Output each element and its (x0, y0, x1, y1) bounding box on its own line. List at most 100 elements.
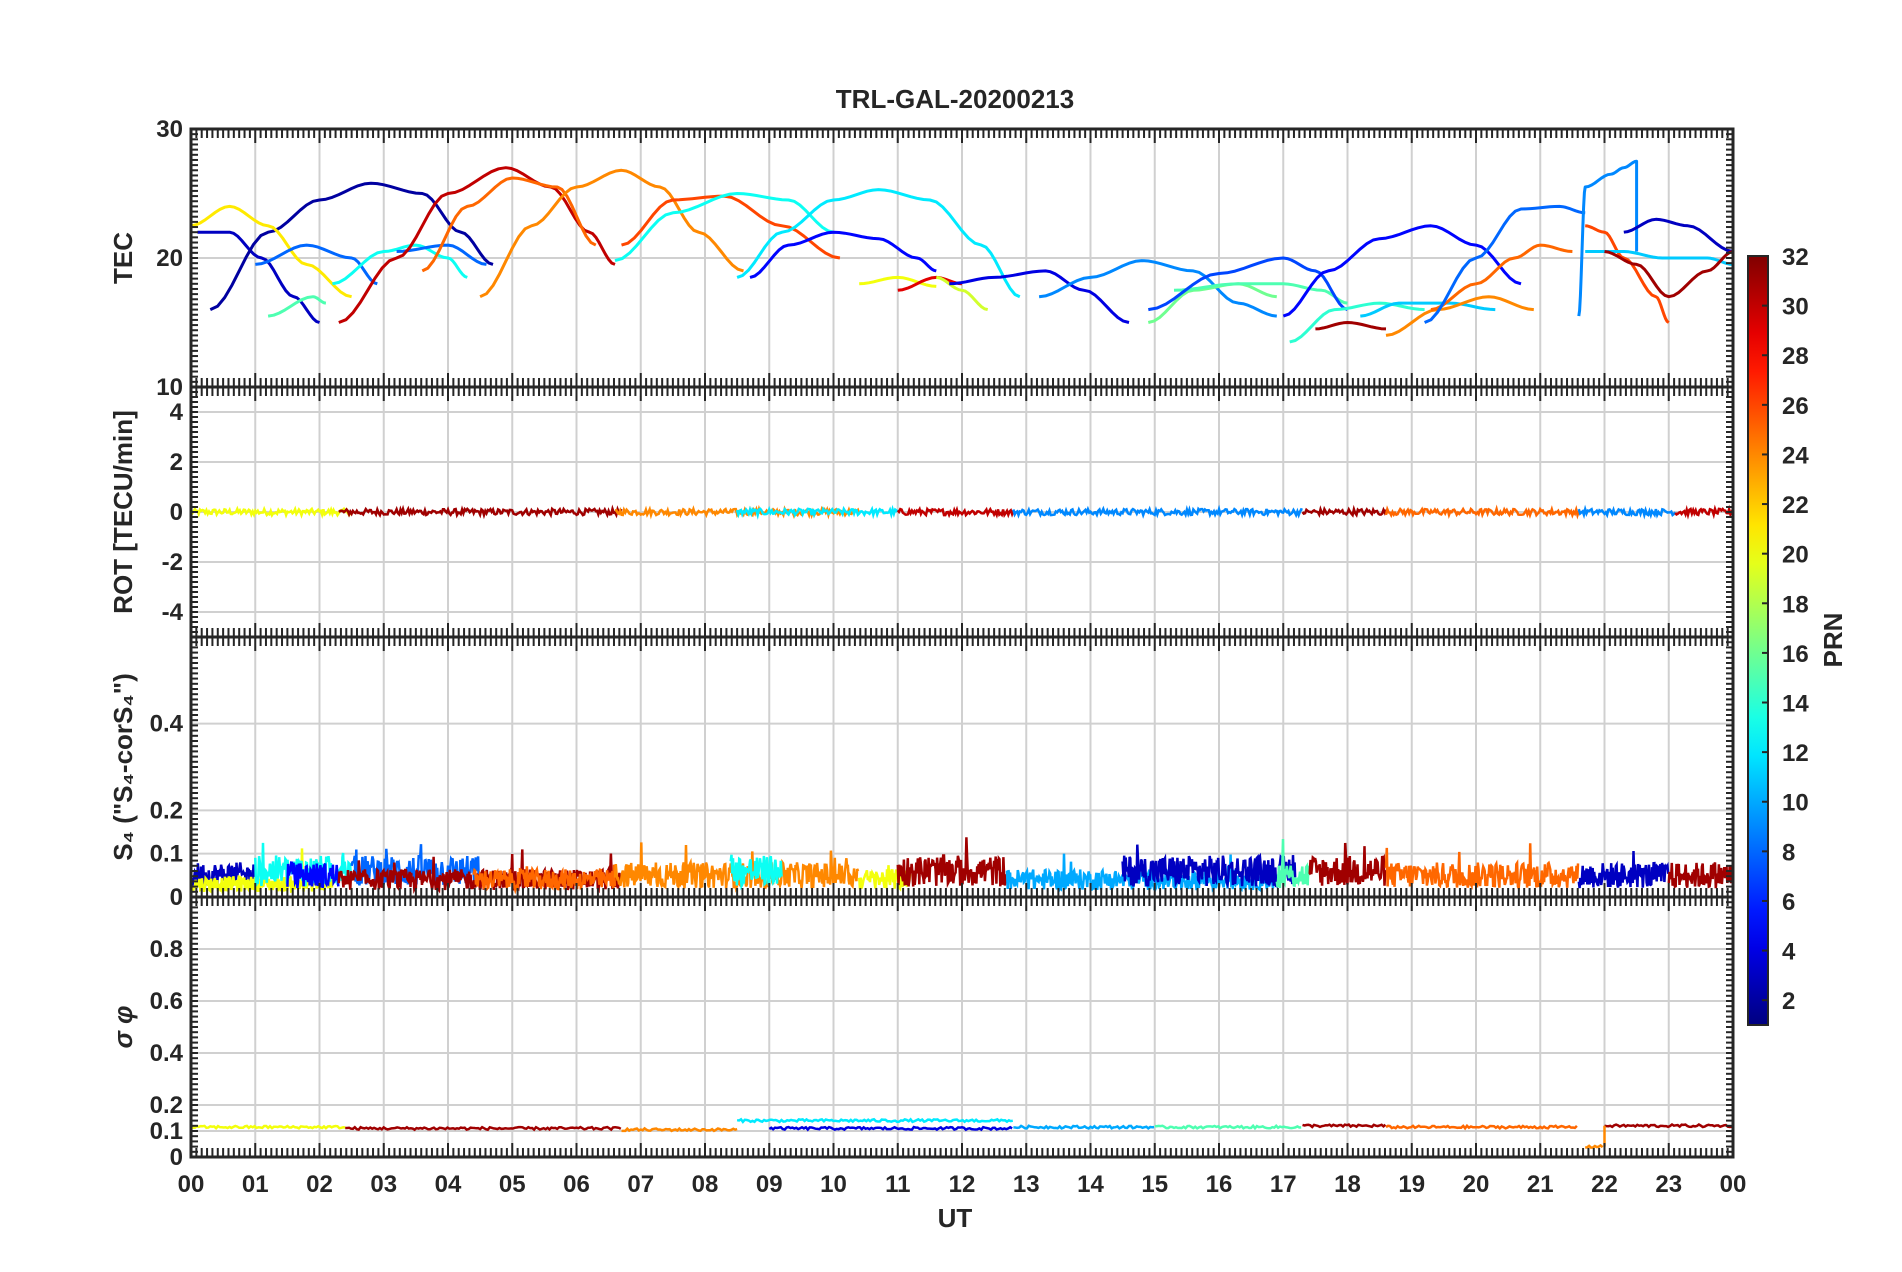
tec-series-prn-30 (338, 166, 616, 324)
tec-series-prn-9 (1038, 259, 1277, 318)
x-tick-label: 11 (885, 1171, 910, 1198)
y-tick-label: 0.2 (150, 797, 183, 824)
y-tick-label: 0 (170, 1144, 183, 1171)
x-tick-label: 09 (756, 1171, 783, 1198)
colorbar-tick-label: 26 (1782, 393, 1809, 420)
colorbar-tick-label: 22 (1782, 492, 1809, 519)
y-axis-label-rot: ROT [TECU/min] (108, 410, 138, 614)
sigma-series-prn-12 (736, 1117, 1014, 1124)
x-tick-label: 05 (499, 1171, 526, 1198)
y-axis-label-sigma_phi: σ φ (108, 1006, 138, 1049)
tec-series-prn-4 (949, 269, 1130, 324)
x-tick-label: 01 (242, 1171, 269, 1198)
sigma-series-prn-20 (190, 1124, 346, 1130)
colorbar-tick-label: 2 (1782, 988, 1795, 1015)
rot-series-prn-12 (735, 504, 899, 520)
tec-series-prn-19 (936, 275, 989, 312)
sigma-series-prn-31 (345, 1125, 622, 1132)
sigma-series-prn-15 (1154, 1123, 1302, 1131)
colorbar-tick-label: 6 (1782, 889, 1795, 916)
tec-series-prn-5 (749, 230, 937, 279)
chart-title: TRL-GAL-20200213 (836, 84, 1074, 114)
grid-layer (191, 128, 1733, 1158)
tec-series-prn-9 (1577, 159, 1639, 317)
colorbar-tick-label: 20 (1782, 542, 1809, 569)
x-tick-label: 15 (1141, 1171, 1168, 1198)
y-tick-label: 0.2 (150, 1092, 183, 1119)
y-tick-label: 0.8 (150, 936, 183, 963)
s4-series-prn-5 (286, 861, 340, 889)
rot-series-prn-30 (896, 505, 1015, 519)
rot-series-prn-30 (1674, 504, 1735, 520)
colorbar-tick-label: 4 (1782, 939, 1796, 966)
tec-series-prn-2 (209, 181, 494, 311)
colorbar-bar (1747, 255, 1769, 1026)
rot-series-prn-9 (1577, 504, 1677, 520)
tec-series-prn-12 (736, 188, 1021, 299)
tec-series-prn-8 (396, 243, 487, 266)
x-axis-label: UT (938, 1203, 973, 1233)
tec-series-prn-3 (197, 230, 320, 324)
y-tick-label: 0.1 (150, 1118, 183, 1145)
s4-series-prn-3 (1121, 844, 1297, 890)
colorbar-tick-label: 18 (1782, 591, 1809, 618)
sigma-series-prn-10 (1013, 1124, 1155, 1130)
x-tick-label: 12 (949, 1171, 976, 1198)
colorbar-tick-label: 10 (1782, 790, 1809, 817)
sigma-series-prn-31 (1302, 1123, 1387, 1129)
y-tick-label: 2 (170, 449, 183, 476)
colorbar-tick-label: 14 (1782, 691, 1809, 718)
rot-series-prn-20 (189, 505, 352, 520)
x-tick-label: 22 (1591, 1171, 1618, 1198)
y-tick-label: 0.1 (150, 841, 183, 868)
tec-series-prn-20 (859, 275, 937, 288)
sigma-series-prn-31 (1604, 1122, 1732, 1129)
s4-series-prn-24 (613, 842, 860, 893)
tec-series-prn-8 (1423, 204, 1586, 324)
colorbar-tick-label: 24 (1782, 442, 1809, 469)
x-tick-label: 20 (1463, 1171, 1490, 1198)
tec-series-prn-24 (1385, 295, 1534, 337)
x-tick-label: 03 (370, 1171, 397, 1198)
x-tick-label: 00 (178, 1171, 205, 1198)
s4-series-prn-15 (1275, 838, 1310, 889)
x-tick-label: 17 (1270, 1171, 1297, 1198)
tec-series-prn-31 (1315, 321, 1387, 331)
tec-series-prn-31 (1604, 250, 1734, 299)
labels-layer: TRL-GAL-20200213 UT PRN 102030TEC-4-2024… (108, 84, 1848, 1233)
y-tick-label: 10 (156, 374, 183, 401)
tec-series-prn-15 (267, 295, 327, 318)
tec-series-prn-26 (1585, 224, 1670, 324)
y-tick-label: -2 (162, 549, 183, 576)
s4-series-prn-31 (1667, 862, 1734, 889)
y-tick-label: 0.4 (150, 711, 184, 738)
x-tick-label: 08 (692, 1171, 719, 1198)
rot-series-prn-31 (338, 504, 623, 520)
tec-series-prn-7 (1148, 256, 1349, 312)
colorbar-tick-label: 30 (1782, 294, 1809, 321)
x-tick-label: 23 (1655, 1171, 1682, 1198)
s4-series-prn-25 (1384, 843, 1580, 893)
y-tick-label: -4 (162, 599, 184, 626)
y-axis-label-tec: TEC (108, 232, 138, 284)
y-tick-label: 20 (156, 245, 183, 272)
colorbar-label: PRN (1818, 613, 1848, 668)
y-tick-label: 0.6 (150, 988, 183, 1015)
x-tick-label: 02 (306, 1171, 333, 1198)
colorbar-tick-label: 8 (1782, 839, 1795, 866)
s4-series-prn-13 (729, 854, 783, 891)
colorbar-tick-label: 16 (1782, 641, 1809, 668)
sigma-series-prn-24 (621, 1126, 738, 1133)
y-axis-label-s4: S₄ ("S₄-corS₄") (108, 673, 138, 861)
s4-series-prn-31 (896, 837, 1008, 889)
x-tick-label: 00 (1720, 1171, 1747, 1198)
tec-series-prn-8 (255, 243, 378, 286)
sigma-series-prn-24 (1585, 1143, 1604, 1149)
y-tick-label: 0 (170, 499, 183, 526)
y-tick-label: 30 (156, 116, 183, 143)
x-tick-label: 16 (1206, 1171, 1233, 1198)
tec-series-prn-15 (1173, 282, 1348, 305)
x-tick-label: 19 (1398, 1171, 1425, 1198)
x-tick-label: 18 (1334, 1171, 1361, 1198)
